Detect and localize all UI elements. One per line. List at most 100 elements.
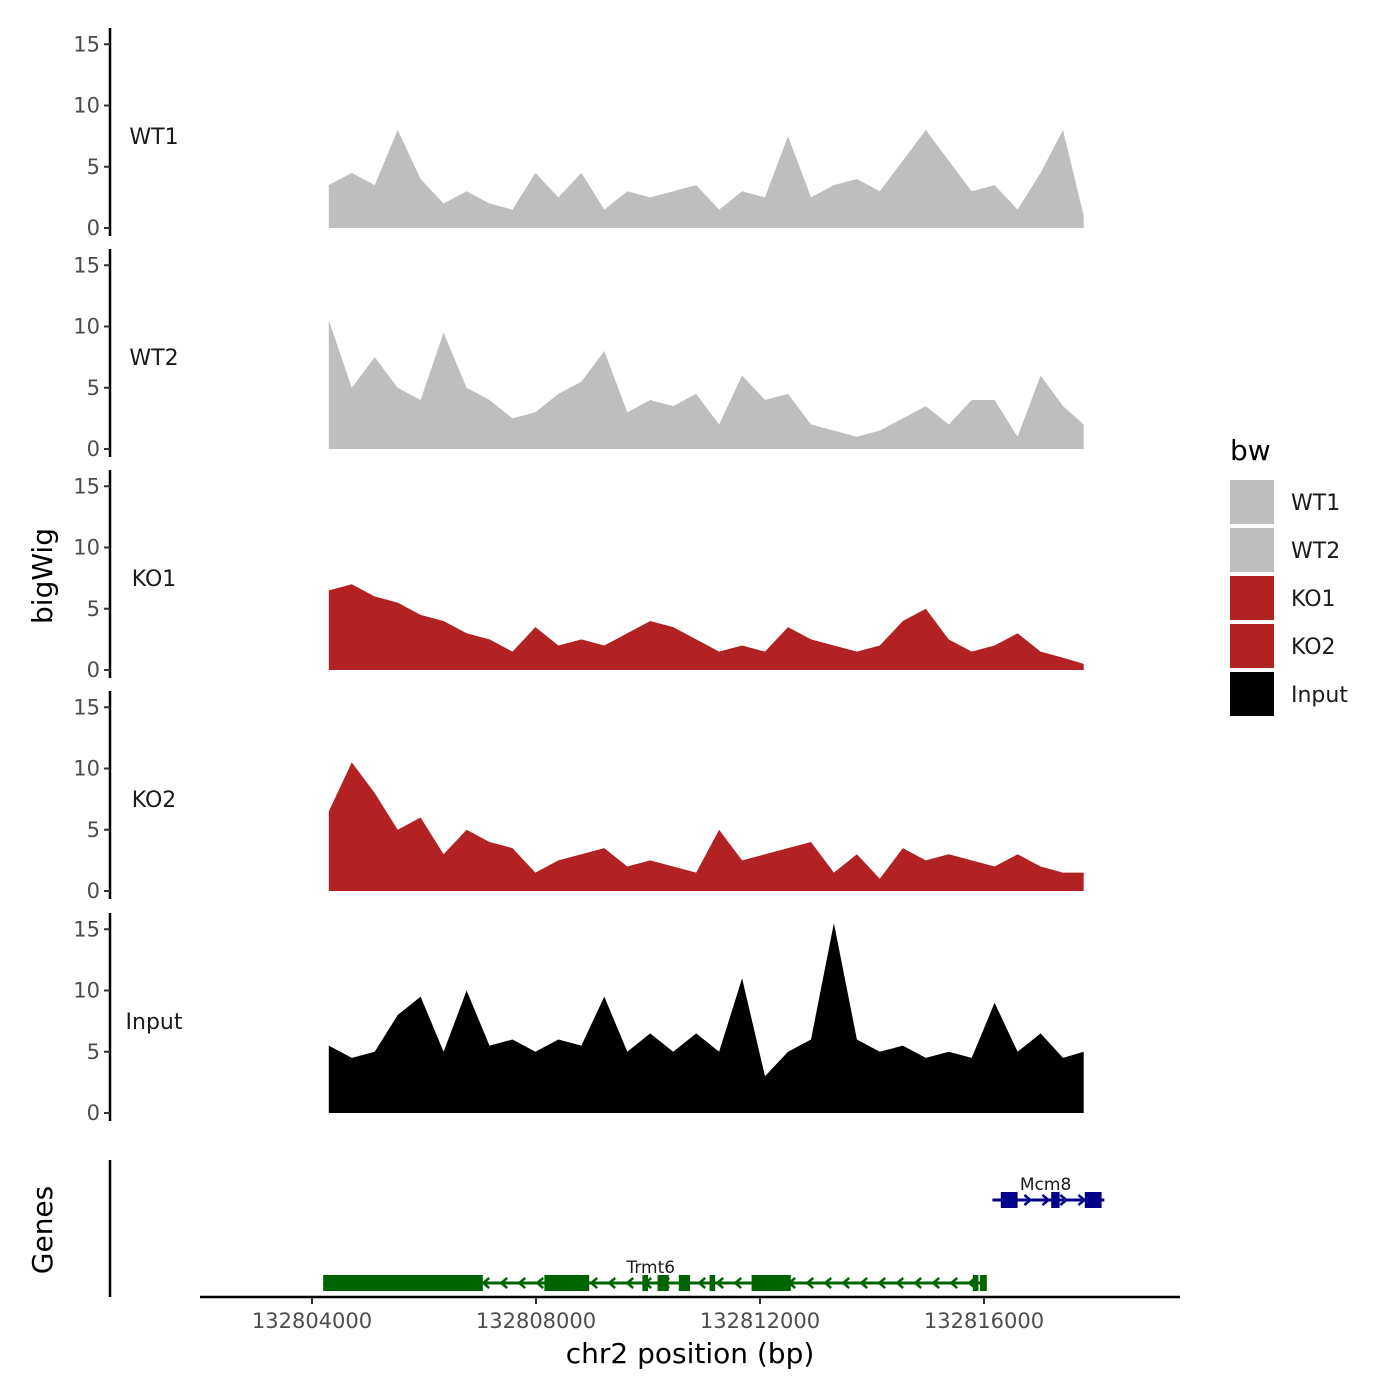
legend-swatch — [1230, 480, 1274, 524]
track-label-input: Input — [126, 1010, 183, 1035]
exon — [678, 1275, 690, 1291]
genes-panel: Trmt6 Mcm8 — [108, 1160, 1105, 1297]
strand-arrow — [913, 1277, 923, 1289]
coverage-tracks: 0 5 10 15 WT1 0 5 10 15 WT2 0 5 10 15 KO1 0 5 10 15 KO2 0 5 10… — [73, 28, 1084, 1125]
y-tick-label: 10 — [73, 94, 100, 118]
exon — [544, 1275, 590, 1291]
x-axis: 132804000 132808000 132812000 132816000 — [200, 1295, 1180, 1333]
x-tick-label: 132816000 — [924, 1309, 1044, 1333]
legend-label: Input — [1291, 683, 1348, 708]
strand-arrow — [1041, 1194, 1051, 1206]
strand-arrow — [535, 1277, 545, 1289]
exon — [323, 1275, 483, 1291]
exon — [980, 1275, 987, 1291]
gene-label: Trmt6 — [625, 1258, 675, 1278]
legend-swatch — [1230, 528, 1274, 572]
track-label-ko1: KO1 — [132, 567, 177, 592]
y-tick-label: 5 — [87, 155, 100, 179]
y-tick-label: 15 — [73, 917, 100, 941]
exon — [972, 1275, 979, 1291]
y-tick-label: 10 — [73, 536, 100, 560]
y-tick-label: 0 — [87, 437, 100, 461]
y-tick-label: 10 — [73, 979, 100, 1003]
x-tick-label: 132804000 — [252, 1309, 372, 1333]
track-wt2: 0 5 10 15 WT2 — [73, 249, 1084, 461]
legend-swatch — [1230, 624, 1274, 668]
y-tick-label: 5 — [87, 818, 100, 842]
strand-arrow — [517, 1277, 527, 1289]
strand-arrow — [823, 1277, 833, 1289]
strand-arrow — [625, 1277, 635, 1289]
coverage-area-input — [328, 923, 1084, 1113]
y-axis-title: bigWig — [26, 528, 59, 624]
exon — [1084, 1192, 1102, 1208]
gene-mcm8: Mcm8 — [992, 1175, 1105, 1208]
strand-arrow — [697, 1277, 707, 1289]
y-tick-label: 5 — [87, 597, 100, 621]
strand-arrow — [895, 1277, 905, 1289]
legend-item-wt2: WT2 — [1230, 528, 1340, 572]
coverage-area-wt2 — [328, 320, 1084, 449]
genes-panel-title: Genes — [26, 1186, 59, 1274]
legend-label: KO1 — [1291, 587, 1336, 612]
gene-trmt6: Trmt6 — [323, 1258, 987, 1291]
strand-arrow — [1023, 1194, 1033, 1206]
strand-arrow — [481, 1277, 491, 1289]
legend-item-input: Input — [1230, 672, 1348, 716]
legend-label: WT2 — [1291, 539, 1340, 564]
legend-item-ko1: KO1 — [1230, 576, 1336, 620]
strand-arrow — [715, 1277, 725, 1289]
y-tick-label: 10 — [73, 757, 100, 781]
legend-swatch — [1230, 672, 1274, 716]
track-label-wt2: WT2 — [129, 346, 178, 371]
track-label-wt1: WT1 — [129, 125, 178, 150]
strand-arrow — [931, 1277, 941, 1289]
strand-arrow — [841, 1277, 851, 1289]
exon — [1000, 1192, 1018, 1208]
y-tick-label: 0 — [87, 658, 100, 682]
x-tick-label: 132808000 — [476, 1309, 596, 1333]
strand-arrow — [499, 1277, 509, 1289]
strand-arrow — [949, 1277, 959, 1289]
strand-arrow — [1077, 1194, 1087, 1206]
coverage-area-ko1 — [328, 584, 1084, 670]
y-tick-label: 15 — [73, 253, 100, 277]
exon — [657, 1275, 669, 1291]
y-tick-label: 15 — [73, 32, 100, 56]
y-tick-label: 5 — [87, 1040, 100, 1064]
y-tick-label: 0 — [87, 216, 100, 240]
gene-label: Mcm8 — [1020, 1175, 1071, 1195]
y-tick-label: 5 — [87, 376, 100, 400]
legend-item-ko2: KO2 — [1230, 624, 1336, 668]
x-axis-title: chr2 position (bp) — [566, 1337, 815, 1370]
x-tick-label: 132812000 — [700, 1309, 820, 1333]
coverage-area-wt1 — [328, 130, 1084, 228]
y-tick-label: 0 — [87, 1101, 100, 1125]
y-tick-label: 15 — [73, 474, 100, 498]
track-ko1: 0 5 10 15 KO1 — [73, 470, 1084, 682]
exon — [1051, 1192, 1060, 1208]
legend-swatch — [1230, 576, 1274, 620]
y-tick-label: 10 — [73, 315, 100, 339]
strand-arrow — [589, 1277, 599, 1289]
exon — [751, 1275, 791, 1291]
strand-arrow — [877, 1277, 887, 1289]
legend-label: KO2 — [1291, 635, 1336, 660]
exon — [642, 1275, 648, 1291]
strand-arrow — [607, 1277, 617, 1289]
coverage-area-ko2 — [328, 762, 1084, 891]
legend: WT1 WT2 KO1 KO2 Input — [1230, 480, 1348, 716]
legend-item-wt1: WT1 — [1230, 480, 1340, 524]
strand-arrow — [733, 1277, 743, 1289]
track-wt1: 0 5 10 15 WT1 — [73, 28, 1084, 240]
track-label-ko2: KO2 — [132, 788, 177, 813]
y-tick-label: 0 — [87, 879, 100, 903]
y-tick-label: 15 — [73, 695, 100, 719]
strand-arrow — [805, 1277, 815, 1289]
exon — [709, 1275, 716, 1291]
track-input: 0 5 10 15 Input — [73, 913, 1084, 1125]
legend-label: WT1 — [1291, 491, 1340, 516]
legend-title: bw — [1230, 434, 1271, 467]
